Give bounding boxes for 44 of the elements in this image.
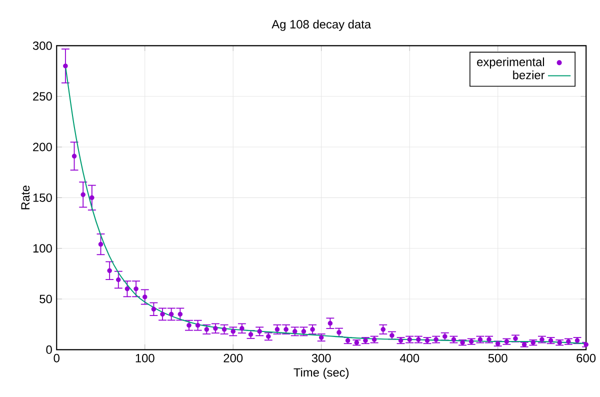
point <box>204 326 210 332</box>
point <box>240 326 244 331</box>
point <box>98 242 104 246</box>
legend-label: bezier <box>513 70 545 80</box>
point <box>178 312 183 316</box>
point <box>328 320 333 326</box>
point <box>310 326 315 332</box>
y-tick-label: 300 <box>32 41 52 50</box>
point <box>160 312 165 316</box>
point <box>195 322 200 328</box>
point <box>134 286 138 292</box>
point <box>274 326 280 332</box>
point <box>124 286 130 292</box>
x-tick-label: 400 <box>400 354 420 362</box>
x-tick-label: 600 <box>576 354 596 362</box>
point <box>116 277 121 282</box>
point <box>90 195 94 200</box>
y-tick-label: 50 <box>40 294 52 304</box>
y-axis-title: Rate <box>21 185 30 210</box>
x-tick-label: 100 <box>136 354 154 362</box>
point <box>151 306 156 312</box>
point <box>72 154 77 158</box>
point <box>186 322 192 328</box>
x-tick-label: 0 <box>54 354 60 362</box>
point <box>213 326 218 331</box>
point <box>168 312 174 316</box>
point <box>380 326 386 332</box>
point <box>107 268 112 273</box>
y-tick-label: 0 <box>46 345 52 354</box>
point <box>284 326 288 332</box>
x-tick-label: 500 <box>488 354 508 362</box>
point <box>142 294 148 300</box>
x-tick-label: 200 <box>224 354 243 362</box>
y-tick-label: 100 <box>33 244 52 252</box>
y-tick-label: 250 <box>33 92 52 100</box>
y-tick-label: 200 <box>33 142 52 152</box>
chart-title: Ag 108 decay data <box>272 20 372 31</box>
point <box>63 63 68 68</box>
x-axis-title: Time (sec) <box>294 368 349 379</box>
point <box>222 326 227 332</box>
legend-label: experimental <box>477 57 544 68</box>
point <box>80 192 86 197</box>
y-tick-label: 150 <box>33 193 52 202</box>
x-tick-label: 300 <box>312 354 331 362</box>
